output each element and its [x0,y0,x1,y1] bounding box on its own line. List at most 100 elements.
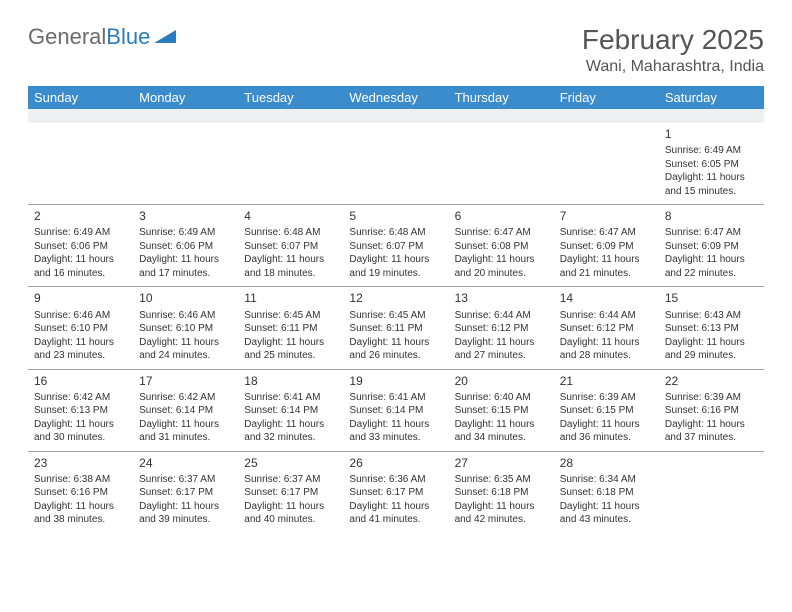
sunrise-text: Sunrise: 6:39 AM [665,391,758,405]
day-cell: 23Sunrise: 6:38 AMSunset: 6:16 PMDayligh… [28,452,133,533]
day-number: 20 [455,373,548,389]
day-number: 10 [139,290,232,306]
sunset-text: Sunset: 6:14 PM [244,404,337,418]
day-cell: 27Sunrise: 6:35 AMSunset: 6:18 PMDayligh… [449,452,554,533]
logo: GeneralBlue [28,24,176,50]
daylight-text: Daylight: 11 hours and 19 minutes. [349,253,442,280]
day-cell: 3Sunrise: 6:49 AMSunset: 6:06 PMDaylight… [133,205,238,286]
sunrise-text: Sunrise: 6:47 AM [560,226,653,240]
daylight-text: Daylight: 11 hours and 29 minutes. [665,336,758,363]
day-number: 9 [34,290,127,306]
day-number: 11 [244,290,337,306]
sunset-text: Sunset: 6:08 PM [455,240,548,254]
daylight-text: Daylight: 11 hours and 26 minutes. [349,336,442,363]
day-number: 24 [139,455,232,471]
day-header-wed: Wednesday [343,86,448,109]
day-number: 17 [139,373,232,389]
day-cell: 19Sunrise: 6:41 AMSunset: 6:14 PMDayligh… [343,370,448,451]
sunset-text: Sunset: 6:07 PM [349,240,442,254]
day-cell: 1Sunrise: 6:49 AMSunset: 6:05 PMDaylight… [659,123,764,204]
sunrise-text: Sunrise: 6:37 AM [139,473,232,487]
daylight-text: Daylight: 11 hours and 17 minutes. [139,253,232,280]
empty-cell [238,123,343,204]
day-cell: 17Sunrise: 6:42 AMSunset: 6:14 PMDayligh… [133,370,238,451]
day-number: 22 [665,373,758,389]
sunset-text: Sunset: 6:14 PM [349,404,442,418]
empty-cell [449,123,554,204]
title-block: February 2025 Wani, Maharashtra, India [582,24,764,76]
day-header-sun: Sunday [28,86,133,109]
sunrise-text: Sunrise: 6:45 AM [349,309,442,323]
day-number: 25 [244,455,337,471]
day-number: 15 [665,290,758,306]
day-number: 12 [349,290,442,306]
sunrise-text: Sunrise: 6:38 AM [34,473,127,487]
daylight-text: Daylight: 11 hours and 32 minutes. [244,418,337,445]
sunset-text: Sunset: 6:16 PM [665,404,758,418]
month-year: February 2025 [582,24,764,56]
calendar-body: 1Sunrise: 6:49 AMSunset: 6:05 PMDaylight… [28,109,764,533]
daylight-text: Daylight: 11 hours and 18 minutes. [244,253,337,280]
day-cell: 8Sunrise: 6:47 AMSunset: 6:09 PMDaylight… [659,205,764,286]
day-cell: 21Sunrise: 6:39 AMSunset: 6:15 PMDayligh… [554,370,659,451]
day-cell: 2Sunrise: 6:49 AMSunset: 6:06 PMDaylight… [28,205,133,286]
sunset-text: Sunset: 6:05 PM [665,158,758,172]
sunrise-text: Sunrise: 6:44 AM [455,309,548,323]
day-number: 13 [455,290,548,306]
day-cell: 4Sunrise: 6:48 AMSunset: 6:07 PMDaylight… [238,205,343,286]
sunrise-text: Sunrise: 6:49 AM [139,226,232,240]
sunset-text: Sunset: 6:16 PM [34,486,127,500]
sunrise-text: Sunrise: 6:47 AM [455,226,548,240]
header: GeneralBlue February 2025 Wani, Maharash… [28,24,764,76]
daylight-text: Daylight: 11 hours and 15 minutes. [665,171,758,198]
day-cell: 16 Sunrise: 6:42 AMSunset: 6:13 PMDayligh… [28,370,133,451]
daylight-text: Daylight: 11 hours and 30 minutes. [34,418,127,445]
daylight-text: Daylight: 11 hours and 37 minutes. [665,418,758,445]
logo-word1: General [28,24,106,49]
sunset-text: Sunset: 6:17 PM [244,486,337,500]
daylight-text: Daylight: 11 hours and 20 minutes. [455,253,548,280]
sunset-text: Sunset: 6:13 PM [34,404,127,418]
sunrise-text: Sunrise: 6:44 AM [560,309,653,323]
day-cell: 24 Sunrise: 6:37 AMSunset: 6:17 PMDayligh… [133,452,238,533]
daylight-text: Daylight: 11 hours and 38 minutes. [34,500,127,527]
sunrise-text: Sunrise: 6:37 AM [244,473,337,487]
day-number: 27 [455,455,548,471]
sunset-text: Sunset: 6:14 PM [139,404,232,418]
day-cell: 5Sunrise: 6:48 AMSunset: 6:07 PMDaylight… [343,205,448,286]
daylight-text: Daylight: 11 hours and 43 minutes. [560,500,653,527]
sunset-text: Sunset: 6:15 PM [560,404,653,418]
daylight-text: Daylight: 11 hours and 16 minutes. [34,253,127,280]
day-header-mon: Monday [133,86,238,109]
day-number: 2 [34,208,127,224]
sunset-text: Sunset: 6:09 PM [560,240,653,254]
sunrise-text: Sunrise: 6:43 AM [665,309,758,323]
day-header-fri: Friday [554,86,659,109]
sunrise-text: Sunrise: 6:42 AM [34,391,127,405]
sunrise-text: Sunrise: 6:42 AM [139,391,232,405]
day-header-sat: Saturday [659,86,764,109]
week-row: 1Sunrise: 6:49 AMSunset: 6:05 PMDaylight… [28,123,764,204]
day-number: 16 [34,373,127,389]
empty-cell [554,123,659,204]
day-cell: 14Sunrise: 6:44 AMSunset: 6:12 PMDayligh… [554,287,659,368]
sunrise-text: Sunrise: 6:45 AM [244,309,337,323]
daylight-text: Daylight: 11 hours and 25 minutes. [244,336,337,363]
week-row: 23Sunrise: 6:38 AMSunset: 6:16 PMDayligh… [28,451,764,533]
daylight-text: Daylight: 11 hours and 39 minutes. [139,500,232,527]
day-cell: 22 Sunrise: 6:39 AMSunset: 6:16 PMDayligh… [659,370,764,451]
sunrise-text: Sunrise: 6:49 AM [34,226,127,240]
daylight-text: Daylight: 11 hours and 36 minutes. [560,418,653,445]
day-number: 14 [560,290,653,306]
sunset-text: Sunset: 6:15 PM [455,404,548,418]
day-cell: 6 Sunrise: 6:47 AMSunset: 6:08 PMDaylight… [449,205,554,286]
day-number: 6 [455,208,548,224]
day-number: 5 [349,208,442,224]
sunset-text: Sunset: 6:17 PM [139,486,232,500]
sunrise-text: Sunrise: 6:41 AM [244,391,337,405]
daylight-text: Daylight: 11 hours and 34 minutes. [455,418,548,445]
daylight-text: Daylight: 11 hours and 24 minutes. [139,336,232,363]
logo-text: GeneralBlue [28,24,150,50]
sunrise-text: Sunrise: 6:41 AM [349,391,442,405]
day-cell: 10Sunrise: 6:46 AMSunset: 6:10 PMDayligh… [133,287,238,368]
